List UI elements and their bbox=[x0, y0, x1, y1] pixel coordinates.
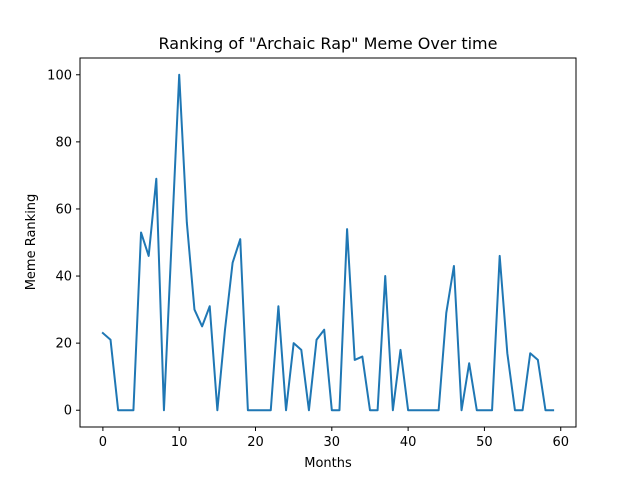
plot-area bbox=[101, 73, 555, 412]
x-tick-label: 50 bbox=[476, 435, 493, 450]
y-tick-label: 20 bbox=[55, 337, 72, 352]
y-axis: 0 20 40 60 80 100 bbox=[47, 68, 80, 419]
chart-title: Ranking of "Archaic Rap" Meme Over time bbox=[159, 34, 498, 53]
y-tick-label: 60 bbox=[55, 202, 72, 217]
x-tick-label: 10 bbox=[171, 435, 188, 450]
x-tick-label: 20 bbox=[247, 435, 264, 450]
y-tick-label: 100 bbox=[47, 68, 72, 83]
axes-frame bbox=[79, 57, 577, 428]
y-tick-label: 0 bbox=[64, 404, 72, 419]
x-tick-label: 40 bbox=[400, 435, 417, 450]
x-axis: 0 10 20 30 40 50 60 bbox=[99, 427, 569, 450]
x-axis-label: Months bbox=[304, 456, 352, 471]
x-tick-label: 60 bbox=[552, 435, 569, 450]
series-line bbox=[101, 73, 555, 412]
x-tick-label: 0 bbox=[99, 435, 107, 450]
y-tick-label: 80 bbox=[55, 135, 72, 150]
y-axis-label: Meme Ranking bbox=[24, 194, 39, 291]
x-tick-label: 30 bbox=[324, 435, 341, 450]
y-tick-label: 40 bbox=[55, 270, 72, 285]
